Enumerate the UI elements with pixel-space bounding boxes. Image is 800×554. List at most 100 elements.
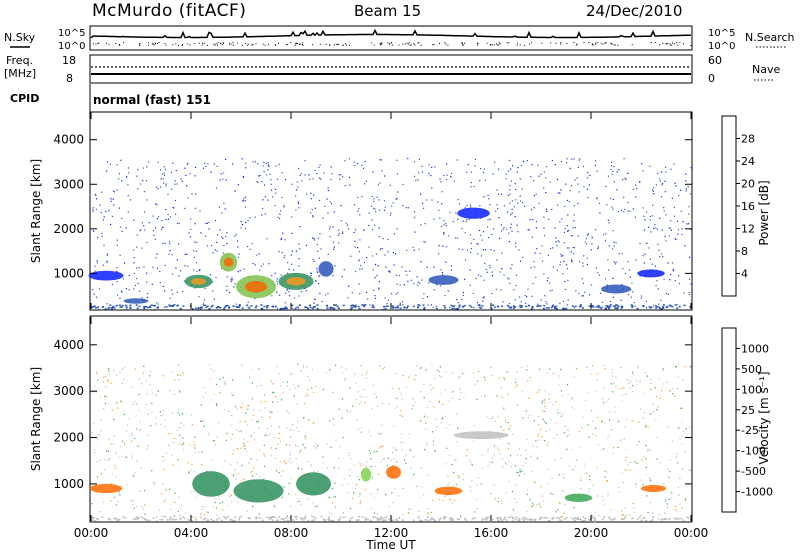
ground-point — [399, 307, 402, 310]
scatter-point — [645, 466, 647, 468]
ground-point — [238, 518, 241, 521]
scatter-point — [146, 393, 148, 395]
scatter-point — [491, 375, 493, 377]
ground-point — [95, 518, 98, 520]
ground-point — [168, 518, 171, 521]
ground-point — [263, 305, 266, 308]
scatter-point — [310, 212, 312, 214]
scatter-point — [194, 447, 196, 449]
ground-point — [396, 305, 399, 307]
scatter-point — [462, 291, 464, 294]
ground-point — [143, 307, 146, 310]
scatter-point — [387, 238, 389, 241]
scatter-point — [355, 484, 358, 486]
scatter-point — [639, 242, 641, 245]
scatter-point — [601, 306, 603, 308]
scatter-point — [546, 210, 548, 212]
ground-point — [511, 517, 514, 520]
ground-point — [621, 305, 624, 308]
scatter-point — [131, 457, 133, 459]
colorbar-tick-label: 16 — [741, 200, 755, 213]
ground-point — [507, 305, 510, 307]
nsearch-point — [447, 44, 449, 46]
scatter-point — [246, 424, 249, 426]
scatter-point — [329, 201, 331, 203]
scatter-point — [378, 287, 380, 289]
scatter-point — [305, 290, 307, 292]
scatter-point — [316, 270, 318, 272]
ground-point — [616, 304, 618, 306]
scatter-point — [481, 483, 483, 485]
scatter-point — [508, 159, 511, 161]
ground-point — [383, 519, 386, 522]
scatter-point — [92, 210, 94, 212]
scatter-point — [573, 205, 575, 207]
scatter-point — [472, 292, 474, 295]
scatter-point — [133, 262, 135, 264]
scatter-point — [310, 515, 312, 517]
ground-point — [132, 518, 135, 520]
scatter-point — [143, 490, 146, 492]
scatter-point — [396, 406, 398, 408]
nsearch-point — [373, 44, 375, 46]
scatter-point — [494, 161, 496, 163]
scatter-point — [174, 199, 176, 202]
scatter-point — [545, 423, 547, 425]
ground-point — [170, 305, 173, 307]
scatter-point — [177, 412, 179, 414]
scatter-point — [191, 491, 193, 493]
scatter-point — [650, 413, 652, 415]
scatter-point — [566, 435, 568, 437]
nsearch-point — [610, 42, 612, 44]
ground-point — [142, 517, 145, 520]
scatter-point — [597, 247, 599, 250]
scatter-point — [274, 448, 276, 450]
nsearch-point — [95, 43, 97, 45]
ground-point — [451, 307, 454, 310]
scatter-point — [445, 463, 447, 465]
scatter-point — [131, 434, 133, 436]
scatter-point — [575, 367, 577, 369]
scatter-point — [208, 228, 210, 230]
scatter-point — [483, 376, 485, 378]
ground-point — [422, 304, 425, 306]
scatter-point — [169, 250, 171, 252]
scatter-point — [373, 289, 375, 291]
scatter-point — [681, 228, 683, 230]
scatter-point — [156, 218, 158, 220]
scatter-point — [246, 450, 248, 452]
scatter-point — [497, 208, 499, 210]
scatter-point — [608, 435, 610, 437]
scatter-point — [486, 226, 489, 228]
scatter-point — [387, 464, 389, 466]
scatter-point — [357, 196, 359, 199]
scatter-point — [677, 517, 679, 519]
ground-point — [273, 516, 275, 518]
ground-point — [545, 517, 547, 519]
scatter-point — [681, 421, 683, 424]
nsearch-point — [576, 43, 578, 45]
nsearch-point — [433, 44, 435, 46]
scatter-point — [390, 212, 392, 214]
scatter-point — [212, 290, 214, 292]
scatter-point — [229, 496, 231, 498]
scatter-point — [164, 426, 166, 428]
scatter-point — [541, 436, 543, 438]
scatter-point — [330, 178, 332, 181]
scatter-point — [111, 283, 113, 286]
scatter-point — [222, 376, 224, 379]
scatter-point — [178, 243, 180, 245]
scatter-point — [133, 249, 135, 251]
scatter-point — [654, 387, 656, 389]
scatter-point — [434, 450, 436, 452]
colorbar-tick-label: -1000 — [741, 486, 773, 499]
scatter-point — [509, 184, 511, 186]
scatter-point — [111, 473, 113, 475]
scatter-point — [668, 476, 670, 479]
ground-point — [248, 307, 251, 309]
scatter-point — [644, 372, 646, 374]
scatter-point — [164, 499, 166, 501]
scatter-point — [665, 171, 667, 173]
scatter-point — [583, 186, 585, 188]
scatter-point — [392, 452, 394, 454]
